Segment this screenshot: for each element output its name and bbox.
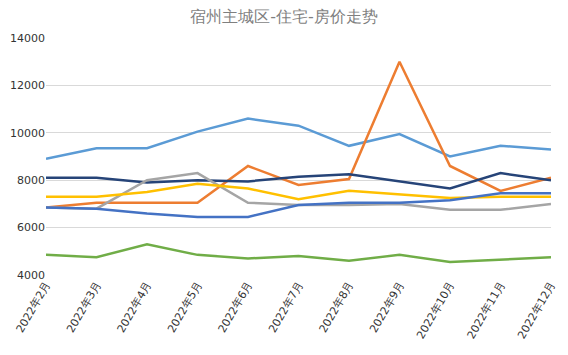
svg-text:2022年12月: 2022年12月	[515, 279, 558, 341]
svg-text:2022年2月: 2022年2月	[14, 279, 54, 335]
svg-text:2022年7月: 2022年7月	[266, 279, 306, 335]
svg-text:8000: 8000	[17, 174, 45, 187]
svg-text:12000: 12000	[10, 79, 45, 92]
svg-text:2022年4月: 2022年4月	[115, 279, 155, 335]
svg-text:14000: 14000	[10, 32, 45, 45]
svg-text:2022年10月: 2022年10月	[414, 279, 457, 341]
svg-text:2022年5月: 2022年5月	[165, 279, 205, 335]
svg-text:2022年11月: 2022年11月	[465, 279, 508, 341]
svg-text:4000: 4000	[17, 269, 45, 282]
svg-text:2022年3月: 2022年3月	[64, 279, 104, 335]
svg-text:2022年6月: 2022年6月	[216, 279, 256, 335]
svg-text:2022年9月: 2022年9月	[367, 279, 407, 335]
svg-text:6000: 6000	[17, 221, 45, 234]
svg-text:2022年8月: 2022年8月	[317, 279, 357, 335]
svg-text:10000: 10000	[10, 127, 45, 140]
svg-text:宿州主城区-住宅-房价走势: 宿州主城区-住宅-房价走势	[190, 7, 378, 26]
